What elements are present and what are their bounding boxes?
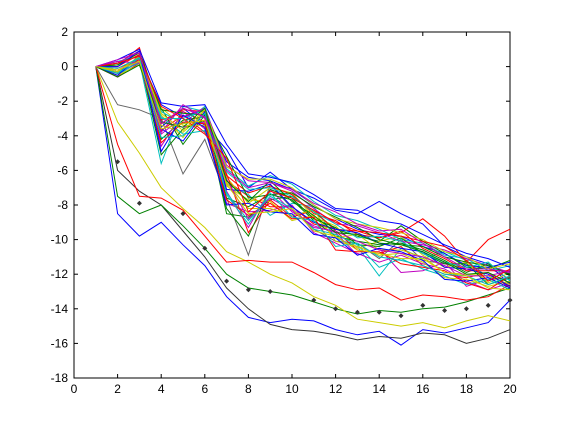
x-tick-label: 18 bbox=[460, 382, 474, 396]
series-line-36 bbox=[95, 60, 511, 291]
series-line-31 bbox=[95, 50, 511, 289]
series-line-25 bbox=[95, 55, 511, 287]
marker-layer bbox=[115, 159, 513, 319]
x-axis: 0 2 4 6 8 10 12 14 16 18 20 bbox=[71, 32, 517, 396]
diamond-marker bbox=[398, 313, 404, 319]
y-tick-label: 0 bbox=[61, 60, 68, 74]
diamond-marker bbox=[485, 302, 491, 308]
diamond-marker bbox=[224, 278, 230, 284]
series-line-35 bbox=[95, 52, 511, 273]
y-tick-label: -8 bbox=[57, 198, 68, 212]
y-tick-label: -16 bbox=[51, 336, 69, 350]
diamond-marker bbox=[202, 245, 208, 251]
y-tick-label: -4 bbox=[57, 129, 68, 143]
series-line-5 bbox=[95, 66, 511, 301]
x-tick-label: 12 bbox=[329, 382, 343, 396]
series-line-2 bbox=[95, 66, 511, 344]
series-line-3 bbox=[95, 66, 511, 315]
series-line-1 bbox=[95, 66, 511, 346]
y-tick-label: -12 bbox=[51, 267, 69, 281]
x-tick-label: 20 bbox=[503, 382, 517, 396]
diamond-marker bbox=[376, 309, 382, 315]
diamond-marker bbox=[245, 287, 251, 293]
series-line-13 bbox=[95, 57, 511, 268]
series-line-24 bbox=[95, 60, 511, 287]
x-tick-label: 4 bbox=[158, 382, 165, 396]
x-tick-label: 16 bbox=[416, 382, 430, 396]
diamond-marker bbox=[420, 302, 426, 308]
series-line-19 bbox=[95, 48, 511, 268]
y-axis: 2 0 -2 -4 -6 -8 -10 -12 -14 -16 -18 bbox=[51, 25, 510, 385]
diamond-marker bbox=[333, 306, 339, 312]
diamond-marker bbox=[442, 308, 448, 314]
x-tick-label: 10 bbox=[285, 382, 299, 396]
series-line-14 bbox=[95, 50, 511, 277]
diamond-marker bbox=[115, 159, 121, 165]
series-line-33 bbox=[95, 55, 511, 282]
x-tick-label: 8 bbox=[245, 382, 252, 396]
diamond-marker bbox=[267, 289, 273, 294]
y-tick-label: -6 bbox=[57, 163, 68, 177]
x-tick-label: 6 bbox=[201, 382, 208, 396]
y-tick-label: -10 bbox=[51, 233, 69, 247]
diamond-marker bbox=[311, 297, 317, 303]
diamond-marker bbox=[507, 297, 513, 303]
diamond-marker bbox=[136, 200, 142, 206]
diamond-marker bbox=[463, 306, 469, 312]
y-tick-label: -14 bbox=[51, 302, 69, 316]
x-tick-label: 14 bbox=[373, 382, 387, 396]
series-line-4 bbox=[95, 66, 511, 329]
x-tick-label: 2 bbox=[114, 382, 121, 396]
y-tick-label: -2 bbox=[57, 94, 68, 108]
series-line-34 bbox=[95, 57, 511, 286]
series-line-16 bbox=[95, 55, 511, 272]
x-tick-label: 0 bbox=[71, 382, 78, 396]
diamond-marker bbox=[354, 309, 360, 315]
series-layer bbox=[95, 46, 511, 346]
y-tick-label: -18 bbox=[51, 371, 69, 385]
series-line-32 bbox=[95, 64, 511, 284]
y-tick-label: 2 bbox=[61, 25, 68, 39]
diamond-marker bbox=[180, 211, 186, 217]
